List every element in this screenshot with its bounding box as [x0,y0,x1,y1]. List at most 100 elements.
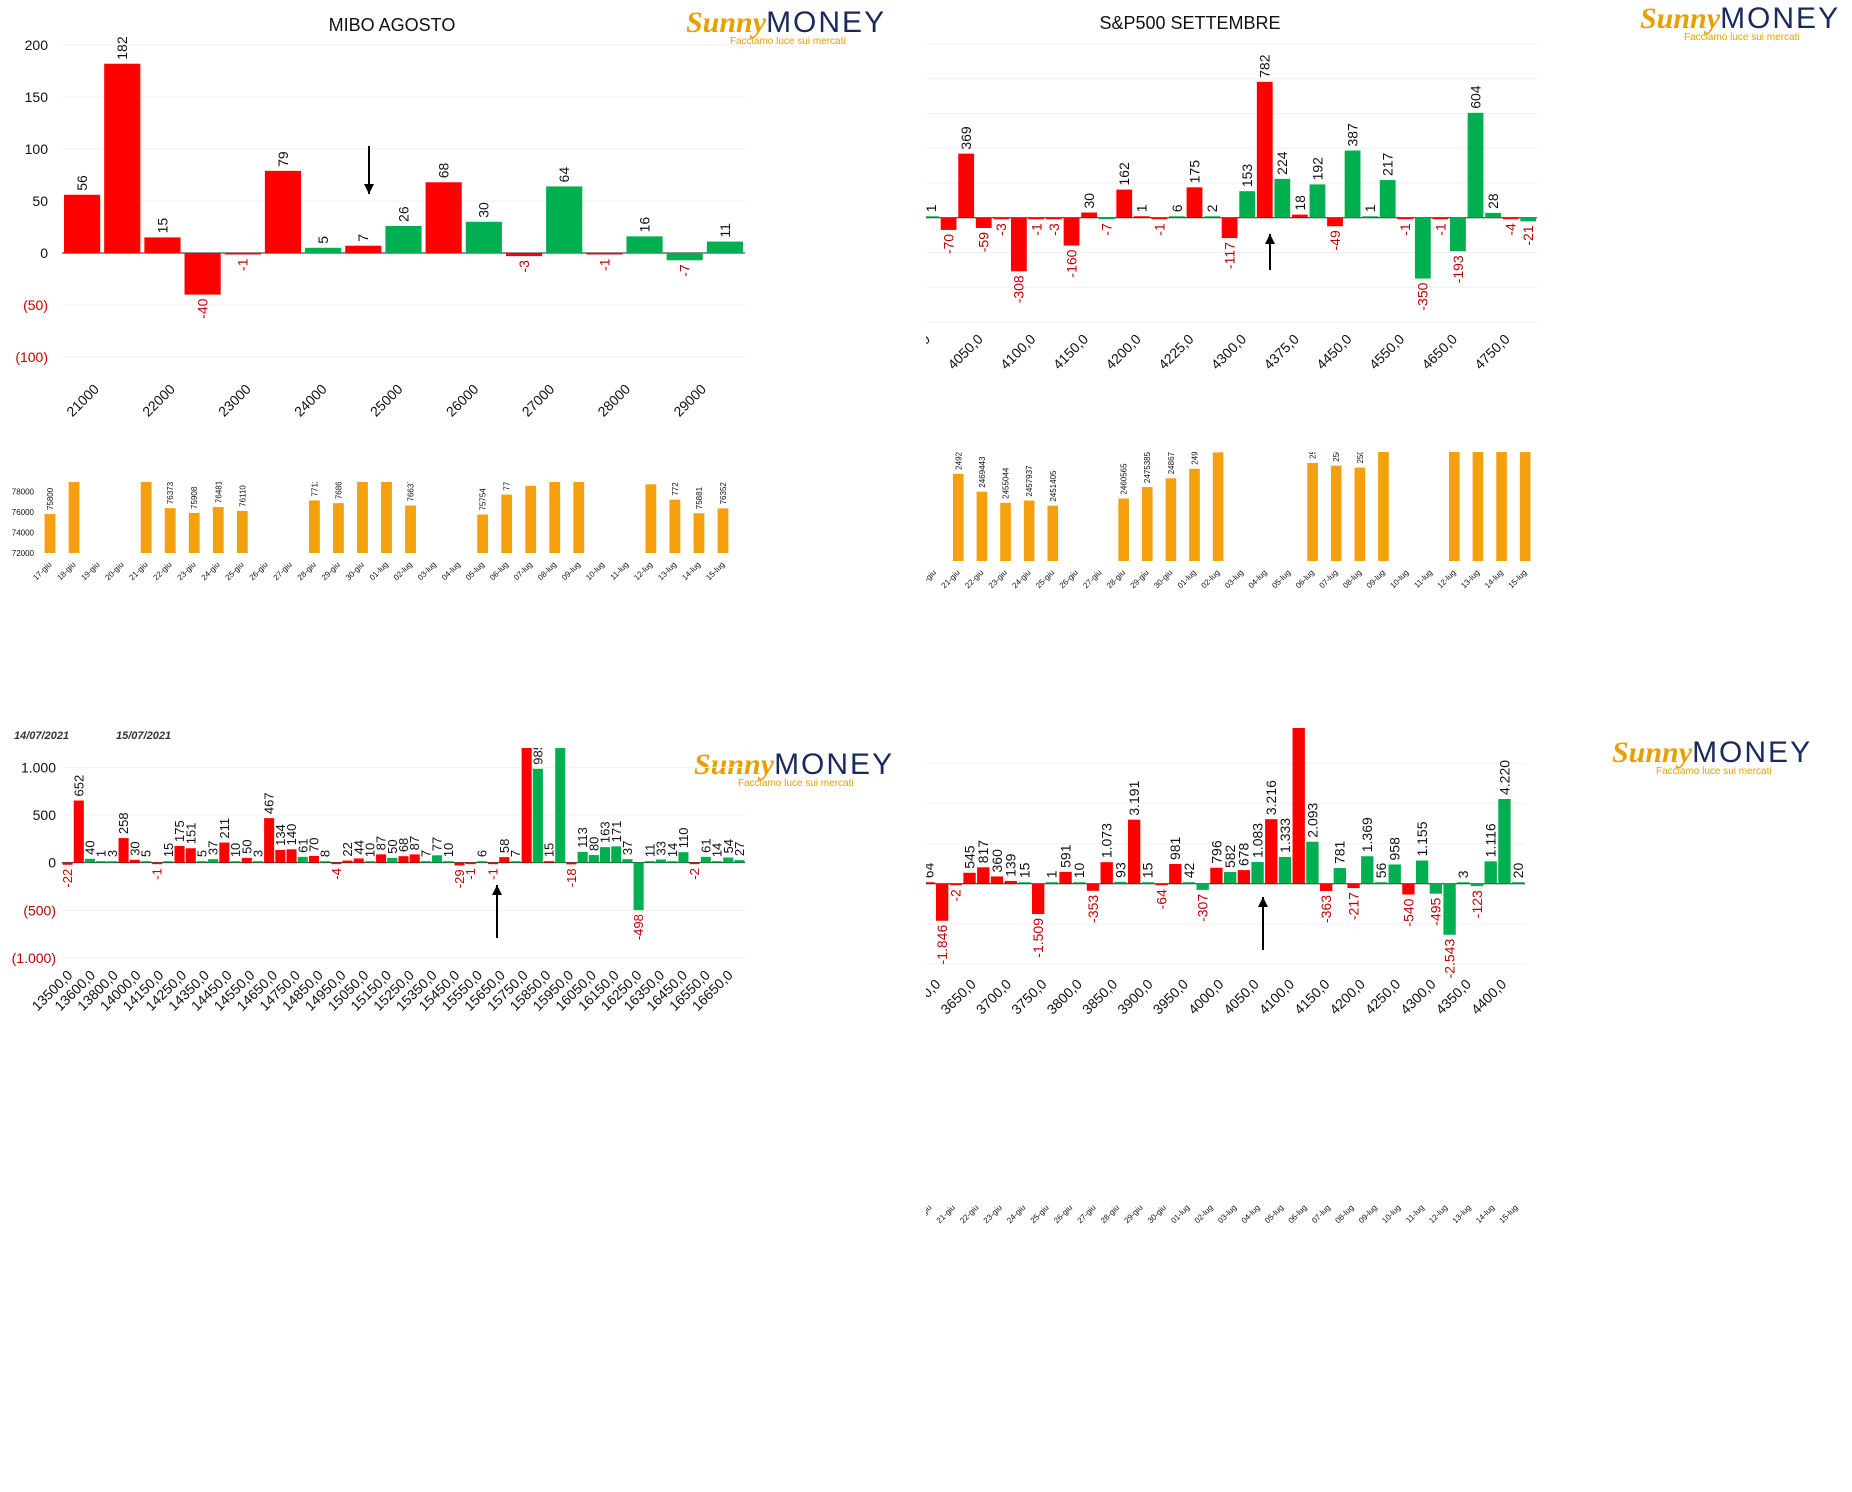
data-label: 6 [474,850,489,857]
data-label: 15 [154,218,170,234]
bar [975,217,992,229]
oi-chart-sp500: S&P500 SETTEMBRE1.0008006004002000(200)(… [926,13,1537,372]
future-bar [164,508,176,553]
x-tick-label: 3700,0 [973,976,1015,1018]
future-x-tick-label: 20-giu [926,568,938,590]
bar [1414,217,1431,279]
data-label: 6 [1169,204,1185,212]
data-label: -40 [195,298,211,318]
future-y-tick-label: 76000 [12,508,35,517]
future-y-tick-label: 74000 [12,529,35,538]
future-x-tick-label: 28-giu [1099,1203,1121,1225]
bar [611,846,622,863]
bar [264,170,302,253]
data-label: 1.369 [1359,817,1375,852]
bar [1256,81,1273,218]
bar [62,862,73,865]
bar [644,861,655,863]
future-x-tick-label: 13-lug [656,560,678,582]
data-label: 192 [1309,157,1325,181]
future-bar [1307,462,1318,561]
future-x-tick-label: 24-giu [1005,1203,1027,1225]
arrow-marker-head [1265,234,1275,244]
future-x-tick-label: 07-lug [1310,1203,1332,1225]
x-tick-label: 28000 [594,381,633,420]
future-x-tick-label: 01-lug [1169,1203,1191,1225]
x-tick-label: 4350,0 [1432,976,1474,1018]
data-label: -117 [1222,242,1238,269]
bar [1306,841,1319,884]
data-label: 7 [508,850,523,857]
future-bar [717,508,729,553]
y-tick-label: 1.000 [21,759,56,775]
future-data-label: 75881 [695,486,704,509]
x-tick-label: 23000 [215,381,254,420]
data-label: 211 [217,818,232,839]
bar [443,861,454,863]
bar [1319,883,1333,892]
bar [1045,882,1059,884]
bar [73,800,84,863]
brand-tagline: Facciamo luce sui mercati [1684,32,1800,43]
data-label: -59 [976,232,992,252]
bar [993,217,1010,220]
data-label: -7 [1099,223,1115,236]
bar [308,855,319,863]
future-x-tick-label: 14-lug [1474,1203,1496,1225]
future-x-tick-label: 04-lug [1247,568,1269,590]
data-label: -193 [1450,255,1466,283]
future-x-tick-label: 27-giu [272,560,294,582]
data-label: 2 [1204,204,1220,212]
data-label: 56 [1373,862,1389,878]
brand-sunny: Sunny [686,6,767,39]
x-tick-label: 4000,0 [1185,976,1227,1018]
future-x-tick-label: 11-lug [1412,568,1434,590]
bar [734,860,745,863]
future-x-tick-label: 21-giu [127,560,149,582]
bar [1291,214,1308,218]
future-x-tick-label: 20-giu [103,560,125,582]
data-label: 678 [1236,843,1252,867]
bar [1004,880,1017,884]
data-label: 10 [441,843,456,857]
data-label: 817 [975,840,991,864]
future-bar [1354,467,1366,561]
x-tick-label: 22000 [139,381,178,420]
future-x-tick-label: 14-lug [680,560,702,582]
bar [140,861,152,863]
bar [331,862,342,865]
future-chart-sp500: FUTURE2580000256000025400002520000250000… [926,452,1531,590]
brand-tagline: Facciamo luce sui mercati [730,36,846,47]
future-x-tick-label: 06-lug [1287,1203,1309,1225]
arrow-marker-head [492,885,502,895]
future-x-tick-label: 29-giu [320,560,342,582]
bar [1151,217,1168,220]
future-x-tick-label: 25-giu [1029,1203,1051,1225]
bar [1169,216,1185,218]
brand-sunny: Sunny [1640,2,1721,35]
bar [666,253,703,261]
x-tick-label: 3800,0 [1043,976,1085,1018]
bar [1443,883,1456,935]
future-x-tick-label: 07-lug [1318,568,1340,590]
future-data-label: 2500570 [1356,452,1365,464]
data-label: 1 [1044,870,1060,878]
bar [566,862,577,865]
data-label: 15 [161,843,176,857]
data-label: 139 [1003,853,1019,877]
x-tick-label: 3650,0 [937,976,979,1018]
data-label: 11 [717,223,733,238]
bar [1100,862,1113,884]
future-data-label: 75908 [190,486,199,509]
future-x-tick-label: 04-lug [1240,1203,1262,1225]
bar [476,861,487,863]
data-label: 171 [609,821,624,843]
data-label: 50 [385,839,400,853]
future-x-tick-label: 19-giu [79,560,101,582]
bar [275,849,286,863]
data-label: 77 [430,837,445,851]
bar [342,860,353,863]
future-data-label: 76481 [214,482,223,503]
future-bar [1449,452,1460,561]
bar [64,194,101,253]
